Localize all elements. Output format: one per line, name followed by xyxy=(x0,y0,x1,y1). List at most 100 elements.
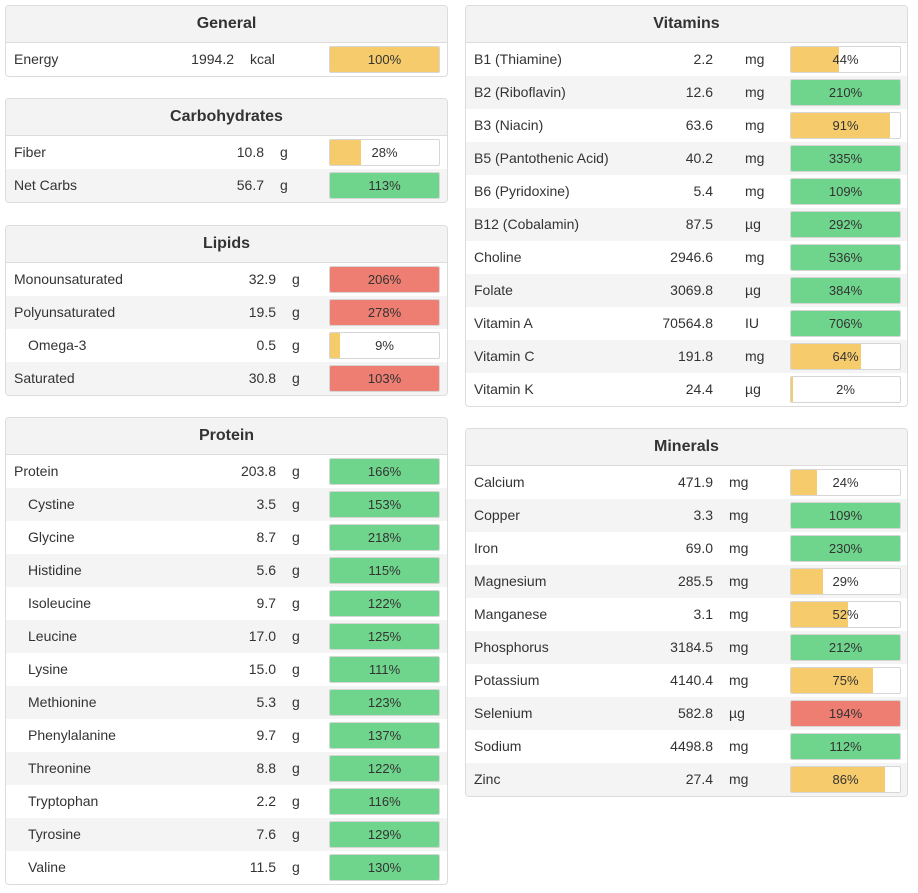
progress-bar: 130% xyxy=(329,854,440,881)
nutrient-row-threonine: Threonine 8.8 g 122% xyxy=(6,752,447,785)
progress-percent: 91% xyxy=(832,118,859,133)
nutrient-unit: g xyxy=(292,337,300,353)
progress-bar: 230% xyxy=(790,535,901,562)
lipids-title: Lipids xyxy=(6,226,447,263)
nutrient-unit: g xyxy=(292,661,300,677)
progress-bar: 210% xyxy=(790,79,901,106)
nutrient-name: Energy xyxy=(14,51,59,67)
nutrient-row-omega-3: Omega-3 0.5 g 9% xyxy=(6,329,447,362)
progress-fill xyxy=(791,80,900,105)
progress-fill xyxy=(791,113,891,138)
nutrient-unit: g xyxy=(292,760,300,776)
progress-fill xyxy=(330,855,439,880)
progress-fill xyxy=(330,789,439,814)
progress-bar: 29% xyxy=(790,568,901,595)
nutrient-amount: 3069.8 xyxy=(670,282,713,298)
progress-percent: 112% xyxy=(829,739,862,754)
progress-bar: 113% xyxy=(329,172,440,199)
nutrient-row-copper: Copper 3.3 mg 109% xyxy=(466,499,907,532)
vitamins-title: Vitamins xyxy=(466,6,907,43)
progress-percent: 384% xyxy=(828,283,863,298)
progress-fill xyxy=(791,569,823,594)
nutrient-row-energy: Energy 1994.2 kcal 100% xyxy=(6,43,447,76)
nutrient-unit: mg xyxy=(745,183,765,199)
nutrient-amount: 56.7 xyxy=(236,177,264,193)
nutrient-amount: 24.4 xyxy=(685,381,713,397)
progress-percent: 113% xyxy=(368,178,401,193)
progress-bar: 212% xyxy=(790,634,901,661)
nutrient-row-manganese: Manganese 3.1 mg 52% xyxy=(466,598,907,631)
vitamins-rows: B1 (Thiamine) 2.2 mg 44% B2 (Riboflavin) 12.6… xyxy=(466,43,907,406)
progress-fill xyxy=(791,47,839,72)
progress-percent: 109% xyxy=(828,184,863,199)
nutrient-unit: mg xyxy=(745,348,765,364)
general-title: General xyxy=(6,6,447,43)
protein-panel: Protein Protein 203.8 g 166% Cystine 3.5 g 153%… xyxy=(5,417,448,885)
nutrient-row-iron: Iron 69.0 mg 230% xyxy=(466,532,907,565)
lipids-panel: Lipids Monounsaturated 32.9 g 206% Polyunsat… xyxy=(5,225,448,396)
nutrient-row-tyrosine: Tyrosine 7.6 g 129% xyxy=(6,818,447,851)
progress-fill xyxy=(791,245,900,270)
nutrient-amount: 8.8 xyxy=(256,760,276,776)
lipids-rows: Monounsaturated 32.9 g 206% Polyunsaturated 1… xyxy=(6,263,447,395)
nutrient-name: Net Carbs xyxy=(14,177,78,193)
nutrient-row-b3-niacin: B3 (Niacin) 63.6 mg 91% xyxy=(466,109,907,142)
progress-fill xyxy=(330,591,439,616)
progress-fill xyxy=(791,536,900,561)
progress-bar: 384% xyxy=(790,277,901,304)
progress-bar: 122% xyxy=(329,755,440,782)
nutrient-name: Manganese xyxy=(474,606,548,622)
nutrient-amount: 5.6 xyxy=(256,562,276,578)
progress-percent: 194% xyxy=(828,706,863,721)
nutrient-unit: mg xyxy=(745,51,765,67)
nutrient-row-b6-pyridoxine: B6 (Pyridoxine) 5.4 mg 109% xyxy=(466,175,907,208)
progress-bar: 100% xyxy=(329,46,440,73)
nutrient-unit: g xyxy=(292,694,300,710)
nutrient-amount: 40.2 xyxy=(685,150,713,166)
minerals-rows: Calcium 471.9 mg 24% Copper 3.3 mg 109% Iron 69.0… xyxy=(466,466,907,796)
progress-percent: 115% xyxy=(368,563,401,578)
progress-fill xyxy=(330,267,439,292)
nutrient-amount: 19.5 xyxy=(248,304,276,320)
nutrient-row-phosphorus: Phosphorus 3184.5 mg 212% xyxy=(466,631,907,664)
progress-percent: 210% xyxy=(828,85,863,100)
nutrient-row-tryptophan: Tryptophan 2.2 g 116% xyxy=(6,785,447,818)
progress-bar: 536% xyxy=(790,244,901,271)
nutrient-unit: g xyxy=(292,793,300,809)
nutrient-amount: 0.5 xyxy=(256,337,276,353)
nutrient-name: Methionine xyxy=(28,694,97,710)
progress-percent: 44% xyxy=(832,52,859,67)
progress-percent: 122% xyxy=(367,596,402,611)
nutrient-amount: 2946.6 xyxy=(670,249,713,265)
nutrient-unit: mg xyxy=(729,507,749,523)
nutrient-row-vitamin-a: Vitamin A 70564.8 IU 706% xyxy=(466,307,907,340)
nutrient-amount: 4140.4 xyxy=(670,672,713,688)
nutrient-name: Lysine xyxy=(28,661,68,677)
nutrient-amount: 27.4 xyxy=(685,771,713,787)
nutrient-unit: mg xyxy=(729,573,749,589)
nutrient-row-sodium: Sodium 4498.8 mg 112% xyxy=(466,730,907,763)
nutrient-unit: g xyxy=(292,595,300,611)
progress-bar: 129% xyxy=(329,821,440,848)
progress-bar: 86% xyxy=(790,766,901,793)
nutrient-row-methionine: Methionine 5.3 g 123% xyxy=(6,686,447,719)
nutrient-name: B5 (Pantothenic Acid) xyxy=(474,150,609,166)
nutrient-row-fiber: Fiber 10.8 g 28% xyxy=(6,136,447,169)
progress-percent: 292% xyxy=(828,217,863,232)
progress-fill xyxy=(791,503,900,528)
nutrient-unit: mg xyxy=(729,606,749,622)
progress-fill xyxy=(791,470,818,495)
nutrient-row-b12-cobalamin: B12 (Cobalamin) 87.5 µg 292% xyxy=(466,208,907,241)
nutrient-amount: 87.5 xyxy=(685,216,713,232)
nutrient-name: Magnesium xyxy=(474,573,547,589)
nutrient-amount: 69.0 xyxy=(685,540,713,556)
progress-fill xyxy=(791,377,794,402)
nutrient-unit: mg xyxy=(729,672,749,688)
progress-bar: 206% xyxy=(329,266,440,293)
nutrient-unit: mg xyxy=(729,540,749,556)
progress-fill xyxy=(330,822,439,847)
progress-bar: 153% xyxy=(329,491,440,518)
progress-percent: 137% xyxy=(367,728,402,743)
nutrient-amount: 5.3 xyxy=(256,694,276,710)
nutrient-row-isoleucine: Isoleucine 9.7 g 122% xyxy=(6,587,447,620)
